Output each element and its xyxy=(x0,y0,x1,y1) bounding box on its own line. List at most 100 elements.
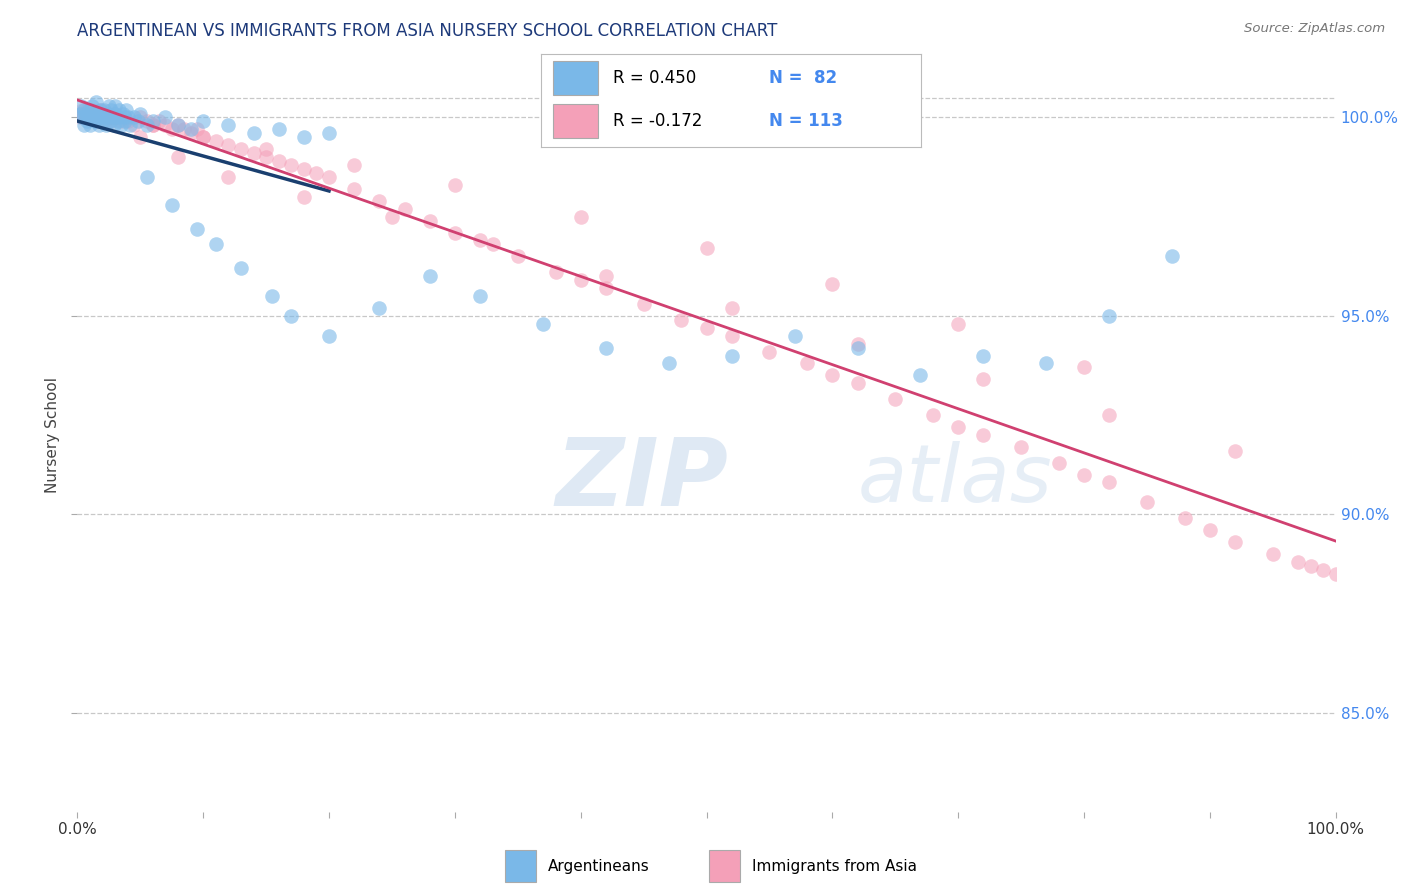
Point xyxy=(1047,456,1070,470)
Text: R = 0.450: R = 0.450 xyxy=(613,69,697,87)
Point xyxy=(229,261,252,276)
Point xyxy=(305,166,328,180)
Point xyxy=(104,98,127,112)
Point xyxy=(544,265,567,279)
Point xyxy=(633,297,655,311)
Point xyxy=(595,281,617,295)
Point xyxy=(110,114,132,128)
Point xyxy=(318,126,340,140)
Text: Argentineans: Argentineans xyxy=(548,859,650,873)
Point xyxy=(292,130,315,145)
Point xyxy=(96,114,118,128)
Point xyxy=(100,103,122,117)
Point xyxy=(93,106,115,120)
Point xyxy=(155,119,177,133)
Point xyxy=(1136,495,1159,509)
Point xyxy=(1261,547,1284,561)
FancyBboxPatch shape xyxy=(709,850,740,882)
Point xyxy=(173,122,195,136)
Point xyxy=(186,122,208,136)
Point xyxy=(1286,555,1309,569)
Point xyxy=(105,111,128,125)
Point xyxy=(135,114,157,128)
Point xyxy=(254,142,277,156)
Point xyxy=(148,114,170,128)
FancyBboxPatch shape xyxy=(553,61,599,95)
Point xyxy=(180,122,202,136)
Point xyxy=(783,328,806,343)
Point xyxy=(84,114,107,128)
Point xyxy=(191,130,215,145)
Point xyxy=(104,106,127,120)
Point xyxy=(204,237,226,252)
Point xyxy=(658,356,681,370)
Point xyxy=(696,320,718,334)
Point xyxy=(444,178,467,192)
Point xyxy=(108,111,131,125)
Point xyxy=(160,122,183,136)
Point xyxy=(80,106,103,120)
Point xyxy=(86,114,108,128)
Point xyxy=(135,169,157,184)
Point xyxy=(720,349,742,363)
Point xyxy=(122,111,145,125)
Point xyxy=(343,158,366,172)
Point xyxy=(155,111,177,125)
Point xyxy=(671,313,693,327)
Point xyxy=(89,103,111,117)
Point xyxy=(186,221,208,235)
Point xyxy=(595,269,617,284)
Text: N =  82: N = 82 xyxy=(769,69,837,87)
Point xyxy=(103,119,125,133)
Point xyxy=(1223,443,1246,458)
Point xyxy=(77,106,100,120)
Point xyxy=(129,111,152,125)
Point xyxy=(90,103,112,117)
Point xyxy=(846,341,869,355)
Text: Immigrants from Asia: Immigrants from Asia xyxy=(752,859,918,873)
Point xyxy=(191,114,215,128)
Point xyxy=(569,273,592,287)
Point xyxy=(72,119,94,133)
Point xyxy=(318,328,340,343)
Point xyxy=(167,119,190,133)
Point xyxy=(254,150,277,164)
Point xyxy=(419,213,441,227)
Point xyxy=(910,368,932,383)
Point xyxy=(696,241,718,255)
Point xyxy=(948,420,970,434)
Point xyxy=(107,111,129,125)
Point xyxy=(96,106,118,120)
FancyBboxPatch shape xyxy=(553,104,599,138)
Point xyxy=(191,130,215,145)
Point xyxy=(1098,309,1121,323)
Point xyxy=(112,111,135,125)
Point xyxy=(100,114,122,128)
Point xyxy=(846,336,869,351)
Point xyxy=(972,427,994,442)
Point xyxy=(267,122,290,136)
Point xyxy=(1324,566,1347,581)
Point xyxy=(142,119,165,133)
Text: ZIP: ZIP xyxy=(555,434,728,526)
Point xyxy=(79,111,101,125)
Point xyxy=(101,111,124,125)
Point xyxy=(76,103,98,117)
Point xyxy=(96,111,118,125)
Point xyxy=(69,111,91,125)
Point xyxy=(120,119,142,133)
Point xyxy=(122,119,145,133)
Point xyxy=(79,119,101,133)
Point xyxy=(1073,467,1095,482)
Point xyxy=(117,111,139,125)
Point xyxy=(167,119,190,133)
Point xyxy=(98,111,121,125)
Point xyxy=(89,111,111,125)
Point xyxy=(117,114,139,128)
Point xyxy=(821,277,844,291)
Point xyxy=(318,169,340,184)
Point xyxy=(73,106,96,120)
Point xyxy=(76,114,98,128)
Point xyxy=(84,111,107,125)
Point xyxy=(73,106,96,120)
